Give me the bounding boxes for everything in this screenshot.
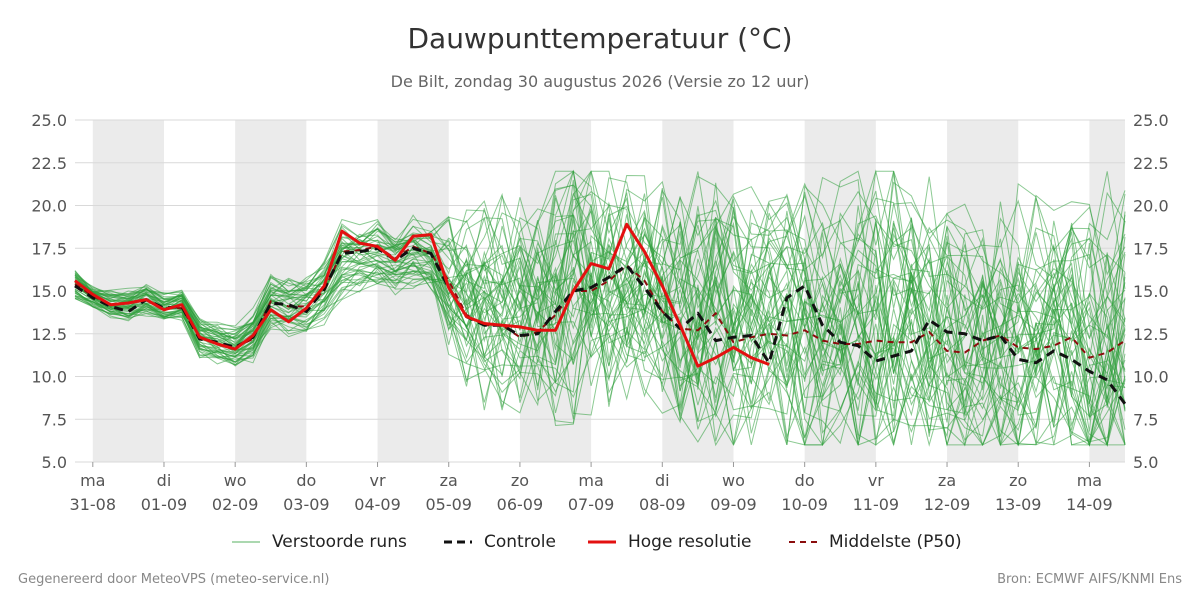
x-tick-date: 06-09: [497, 495, 544, 514]
ensemble-member-line: [74, 251, 1126, 446]
y-tick-label-left: 22.5: [31, 154, 67, 173]
x-tick-weekday: wo: [722, 471, 745, 490]
x-tick-date: 04-09: [354, 495, 401, 514]
ensemble-member-line: [74, 190, 1126, 354]
legend-item-hires[interactable]: Hoge resolutie: [588, 530, 752, 554]
x-tick-date: 05-09: [425, 495, 472, 514]
x-tick-date: 12-09: [924, 495, 971, 514]
legend-label-ensemble: Verstoorde runs: [272, 532, 407, 552]
x-tick-date: 11-09: [853, 495, 900, 514]
ensemble-member-line: [74, 263, 1126, 446]
ensemble-member-line: [74, 271, 1126, 447]
y-tick-label-left: 20.0: [31, 197, 67, 216]
x-tick-weekday: vr: [370, 471, 386, 490]
legend-swatch-hires: [588, 540, 616, 544]
ensemble-runs: [74, 169, 1126, 447]
x-tick-date: 03-09: [283, 495, 330, 514]
y-tick-label-right: 20.0: [1133, 197, 1169, 216]
y-tick-label-left: 7.5: [42, 410, 67, 429]
x-tick-weekday: zo: [1009, 471, 1027, 490]
x-tick-date: 13-09: [995, 495, 1042, 514]
x-tick-weekday: wo: [224, 471, 247, 490]
legend-label-control: Controle: [484, 532, 556, 552]
x-tick-date: 10-09: [781, 495, 828, 514]
x-tick-date: 07-09: [568, 495, 615, 514]
legend-item-control[interactable]: Controle: [444, 530, 556, 554]
legend-label-median: Middelste (P50): [829, 532, 962, 552]
x-tick-date: 09-09: [710, 495, 757, 514]
legend-label-hires: Hoge resolutie: [628, 532, 752, 552]
x-tick-weekday: za: [938, 471, 956, 490]
legend-swatch-median: [789, 541, 817, 543]
footer-source: Bron: ECMWF AIFS/KNMI Ens: [997, 572, 1182, 587]
x-tick-date: 01-09: [141, 495, 188, 514]
ensemble-member-line: [74, 266, 1125, 446]
x-tick-weekday: do: [795, 471, 815, 490]
ensemble-member-line: [74, 255, 1126, 447]
legend-item-ensemble[interactable]: Verstoorde runs: [232, 530, 407, 554]
x-tick-date: 31-08: [70, 495, 117, 514]
y-tick-label-right: 12.5: [1133, 325, 1169, 344]
y-tick-label-right: 22.5: [1133, 154, 1169, 173]
main-series: [74, 222, 1127, 405]
chart-title: Dauwpunttemperatuur (°C): [407, 22, 793, 55]
x-tick-weekday: zo: [511, 471, 529, 490]
ensemble-member-line: [74, 213, 1126, 418]
y-tick-label-left: 5.0: [42, 453, 67, 472]
ensemble-member-line: [74, 212, 1126, 417]
y-axis-left: 5.0 7.5 10.0 12.5 15.0 17.5 20.0 22.5 25.0: [31, 111, 67, 472]
ensemble-member-line: [74, 205, 1126, 372]
legend-item-median[interactable]: Middelste (P50): [789, 530, 962, 554]
y-tick-label-left: 10.0: [31, 368, 67, 387]
x-tick-weekday: ma: [80, 471, 105, 490]
y-tick-label-left: 12.5: [31, 325, 67, 344]
legend-swatch-control: [444, 540, 472, 544]
x-tick-weekday: di: [655, 471, 670, 490]
y-tick-label-right: 17.5: [1133, 239, 1169, 258]
y-tick-label-left: 15.0: [31, 282, 67, 301]
y-tick-label-right: 10.0: [1133, 368, 1169, 387]
x-tick-weekday: ma: [578, 471, 603, 490]
ensemble-member-line: [74, 170, 1126, 352]
legend-swatch-ensemble: [232, 541, 260, 543]
x-tick-weekday: ma: [1077, 471, 1102, 490]
x-tick-weekday: vr: [868, 471, 884, 490]
series-median-line: [74, 245, 1126, 359]
y-tick-label-left: 17.5: [31, 239, 67, 258]
x-tick-date: 08-09: [639, 495, 686, 514]
y-tick-label-right: 7.5: [1133, 410, 1158, 429]
x-tick-weekday: di: [157, 471, 172, 490]
y-tick-label-right: 5.0: [1133, 453, 1158, 472]
y-tick-label-right: 25.0: [1133, 111, 1169, 130]
ensemble-member-line: [74, 192, 1126, 418]
x-tick-weekday: do: [296, 471, 316, 490]
series-control-line: [74, 246, 1127, 405]
y-axis-right: 5.0 7.5 10.0 12.5 15.0 17.5 20.0 22.5 25.0: [1133, 111, 1169, 472]
y-tick-label-left: 25.0: [31, 111, 67, 130]
footer-generated-by: Gegenereerd door MeteoVPS (meteo-service…: [18, 572, 330, 587]
ensemble-member-line: [74, 263, 1126, 447]
x-tick-weekday: za: [440, 471, 458, 490]
ensemble-member-line: [74, 266, 1126, 446]
series-hires-line: [74, 222, 770, 368]
x-tick-date: 02-09: [212, 495, 259, 514]
y-tick-label-right: 15.0: [1133, 282, 1169, 301]
ensemble-member-line: [74, 205, 1126, 427]
ensemble-member-line: [74, 209, 1126, 403]
ensemble-member-line: [74, 169, 1126, 341]
x-tick-date: 14-09: [1066, 495, 1113, 514]
ensemble-member-line: [74, 234, 1126, 446]
legend: Verstoorde runs Controle Hoge resolutie …: [0, 530, 1200, 554]
x-axis: ma 31-08 di 01-09 wo 02-09 do 03-09 vr 04-09 za 05-…: [70, 462, 1113, 514]
chart-subtitle: De Bilt, zondag 30 augustus 2026 (Versie…: [390, 72, 810, 91]
